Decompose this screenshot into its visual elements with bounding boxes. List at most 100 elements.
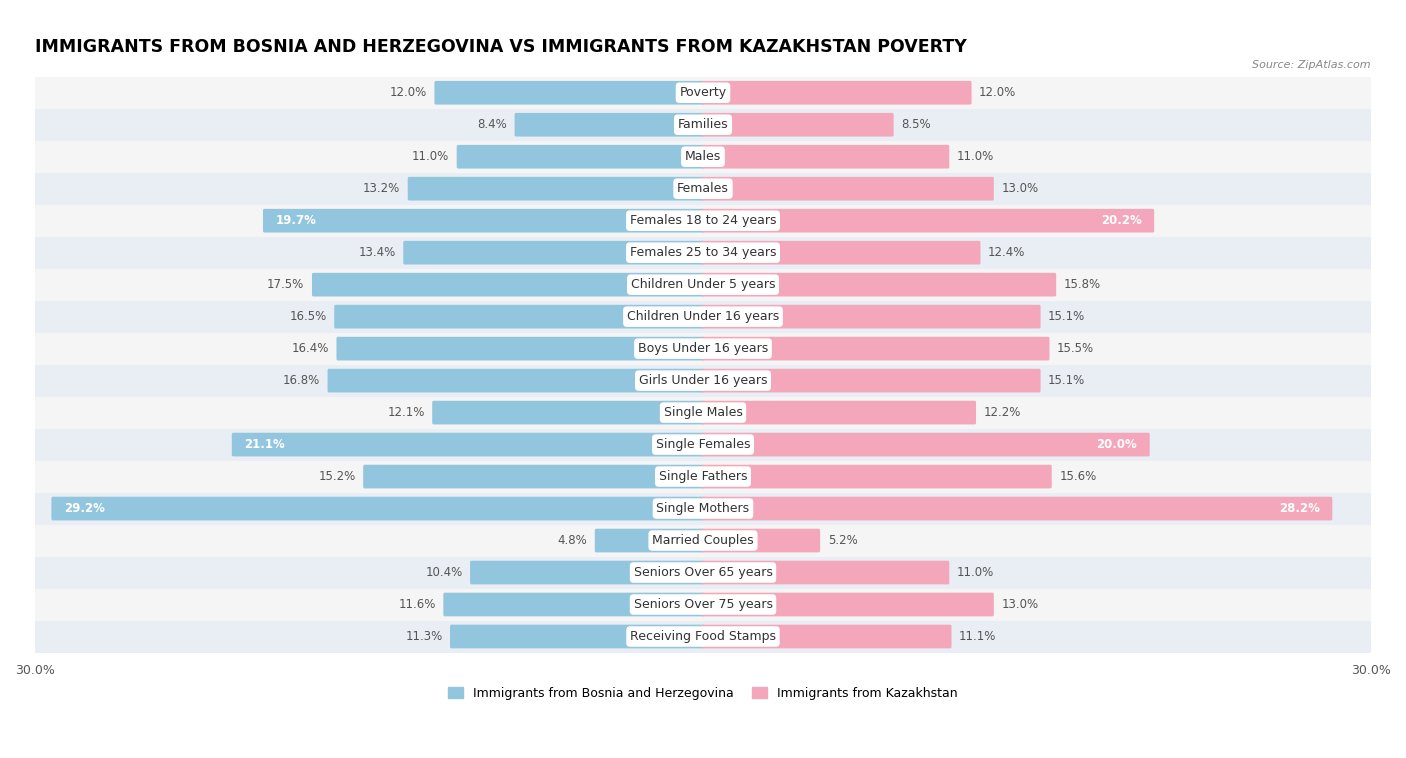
FancyBboxPatch shape bbox=[702, 273, 1056, 296]
FancyBboxPatch shape bbox=[702, 209, 1154, 233]
FancyBboxPatch shape bbox=[702, 145, 949, 168]
FancyBboxPatch shape bbox=[702, 369, 1040, 393]
Bar bbox=[0, 301, 1406, 333]
Text: 11.0%: 11.0% bbox=[412, 150, 449, 163]
Legend: Immigrants from Bosnia and Herzegovina, Immigrants from Kazakhstan: Immigrants from Bosnia and Herzegovina, … bbox=[443, 681, 963, 705]
FancyBboxPatch shape bbox=[450, 625, 704, 648]
FancyBboxPatch shape bbox=[443, 593, 704, 616]
Text: Receiving Food Stamps: Receiving Food Stamps bbox=[630, 630, 776, 643]
Text: 13.0%: 13.0% bbox=[1001, 182, 1039, 196]
FancyBboxPatch shape bbox=[702, 177, 994, 201]
Text: 5.2%: 5.2% bbox=[828, 534, 858, 547]
Text: 12.0%: 12.0% bbox=[979, 86, 1017, 99]
Text: Seniors Over 75 years: Seniors Over 75 years bbox=[634, 598, 772, 611]
Text: 13.4%: 13.4% bbox=[359, 246, 395, 259]
Bar bbox=[0, 141, 1406, 173]
Text: Females: Females bbox=[678, 182, 728, 196]
Text: 12.0%: 12.0% bbox=[389, 86, 427, 99]
Text: 4.8%: 4.8% bbox=[557, 534, 588, 547]
Text: Single Females: Single Females bbox=[655, 438, 751, 451]
Text: IMMIGRANTS FROM BOSNIA AND HERZEGOVINA VS IMMIGRANTS FROM KAZAKHSTAN POVERTY: IMMIGRANTS FROM BOSNIA AND HERZEGOVINA V… bbox=[35, 38, 967, 56]
FancyBboxPatch shape bbox=[515, 113, 704, 136]
Text: 11.0%: 11.0% bbox=[957, 566, 994, 579]
FancyBboxPatch shape bbox=[702, 625, 952, 648]
Bar bbox=[0, 556, 1406, 588]
Bar bbox=[0, 333, 1406, 365]
Bar bbox=[0, 621, 1406, 653]
Bar bbox=[0, 236, 1406, 268]
Text: 17.5%: 17.5% bbox=[267, 278, 304, 291]
Text: 19.7%: 19.7% bbox=[276, 215, 316, 227]
Text: 13.2%: 13.2% bbox=[363, 182, 401, 196]
FancyBboxPatch shape bbox=[702, 305, 1040, 328]
FancyBboxPatch shape bbox=[52, 496, 704, 521]
Text: 11.0%: 11.0% bbox=[957, 150, 994, 163]
Bar bbox=[0, 173, 1406, 205]
Bar bbox=[0, 77, 1406, 108]
FancyBboxPatch shape bbox=[363, 465, 704, 488]
FancyBboxPatch shape bbox=[232, 433, 704, 456]
Bar bbox=[0, 493, 1406, 525]
FancyBboxPatch shape bbox=[404, 241, 704, 265]
Text: 15.1%: 15.1% bbox=[1047, 374, 1085, 387]
Text: 12.1%: 12.1% bbox=[387, 406, 425, 419]
FancyBboxPatch shape bbox=[432, 401, 704, 424]
Text: 29.2%: 29.2% bbox=[63, 502, 105, 515]
Text: 11.1%: 11.1% bbox=[959, 630, 997, 643]
FancyBboxPatch shape bbox=[434, 81, 704, 105]
Text: Children Under 16 years: Children Under 16 years bbox=[627, 310, 779, 323]
Text: 12.4%: 12.4% bbox=[988, 246, 1025, 259]
Text: Single Males: Single Males bbox=[664, 406, 742, 419]
Text: 10.4%: 10.4% bbox=[425, 566, 463, 579]
FancyBboxPatch shape bbox=[328, 369, 704, 393]
FancyBboxPatch shape bbox=[702, 465, 1052, 488]
FancyBboxPatch shape bbox=[702, 241, 980, 265]
FancyBboxPatch shape bbox=[312, 273, 704, 296]
Text: Males: Males bbox=[685, 150, 721, 163]
Text: 20.2%: 20.2% bbox=[1101, 215, 1142, 227]
Bar bbox=[0, 428, 1406, 461]
FancyBboxPatch shape bbox=[702, 593, 994, 616]
Text: Source: ZipAtlas.com: Source: ZipAtlas.com bbox=[1253, 60, 1371, 70]
Bar bbox=[0, 525, 1406, 556]
FancyBboxPatch shape bbox=[702, 113, 894, 136]
Bar bbox=[0, 461, 1406, 493]
Text: Married Couples: Married Couples bbox=[652, 534, 754, 547]
Bar bbox=[0, 396, 1406, 428]
FancyBboxPatch shape bbox=[702, 337, 1049, 361]
Bar bbox=[0, 268, 1406, 301]
Text: Families: Families bbox=[678, 118, 728, 131]
FancyBboxPatch shape bbox=[457, 145, 704, 168]
Text: 15.2%: 15.2% bbox=[318, 470, 356, 483]
Text: Girls Under 16 years: Girls Under 16 years bbox=[638, 374, 768, 387]
Text: 15.1%: 15.1% bbox=[1047, 310, 1085, 323]
FancyBboxPatch shape bbox=[408, 177, 704, 201]
Text: Children Under 5 years: Children Under 5 years bbox=[631, 278, 775, 291]
Text: Single Mothers: Single Mothers bbox=[657, 502, 749, 515]
Text: 15.5%: 15.5% bbox=[1057, 342, 1094, 356]
Bar bbox=[0, 205, 1406, 236]
FancyBboxPatch shape bbox=[335, 305, 704, 328]
Text: 16.8%: 16.8% bbox=[283, 374, 321, 387]
Text: 28.2%: 28.2% bbox=[1279, 502, 1320, 515]
Text: Single Fathers: Single Fathers bbox=[659, 470, 747, 483]
FancyBboxPatch shape bbox=[702, 81, 972, 105]
FancyBboxPatch shape bbox=[470, 561, 704, 584]
Text: 13.0%: 13.0% bbox=[1001, 598, 1039, 611]
Text: Poverty: Poverty bbox=[679, 86, 727, 99]
FancyBboxPatch shape bbox=[263, 209, 704, 233]
FancyBboxPatch shape bbox=[595, 529, 704, 553]
Text: Seniors Over 65 years: Seniors Over 65 years bbox=[634, 566, 772, 579]
Bar bbox=[0, 365, 1406, 396]
FancyBboxPatch shape bbox=[702, 433, 1150, 456]
Text: Boys Under 16 years: Boys Under 16 years bbox=[638, 342, 768, 356]
Text: 15.6%: 15.6% bbox=[1059, 470, 1097, 483]
Text: 8.5%: 8.5% bbox=[901, 118, 931, 131]
FancyBboxPatch shape bbox=[702, 401, 976, 424]
Text: 20.0%: 20.0% bbox=[1097, 438, 1137, 451]
Text: Females 25 to 34 years: Females 25 to 34 years bbox=[630, 246, 776, 259]
FancyBboxPatch shape bbox=[702, 496, 1333, 521]
Text: 16.5%: 16.5% bbox=[290, 310, 326, 323]
FancyBboxPatch shape bbox=[336, 337, 704, 361]
Text: 15.8%: 15.8% bbox=[1064, 278, 1101, 291]
